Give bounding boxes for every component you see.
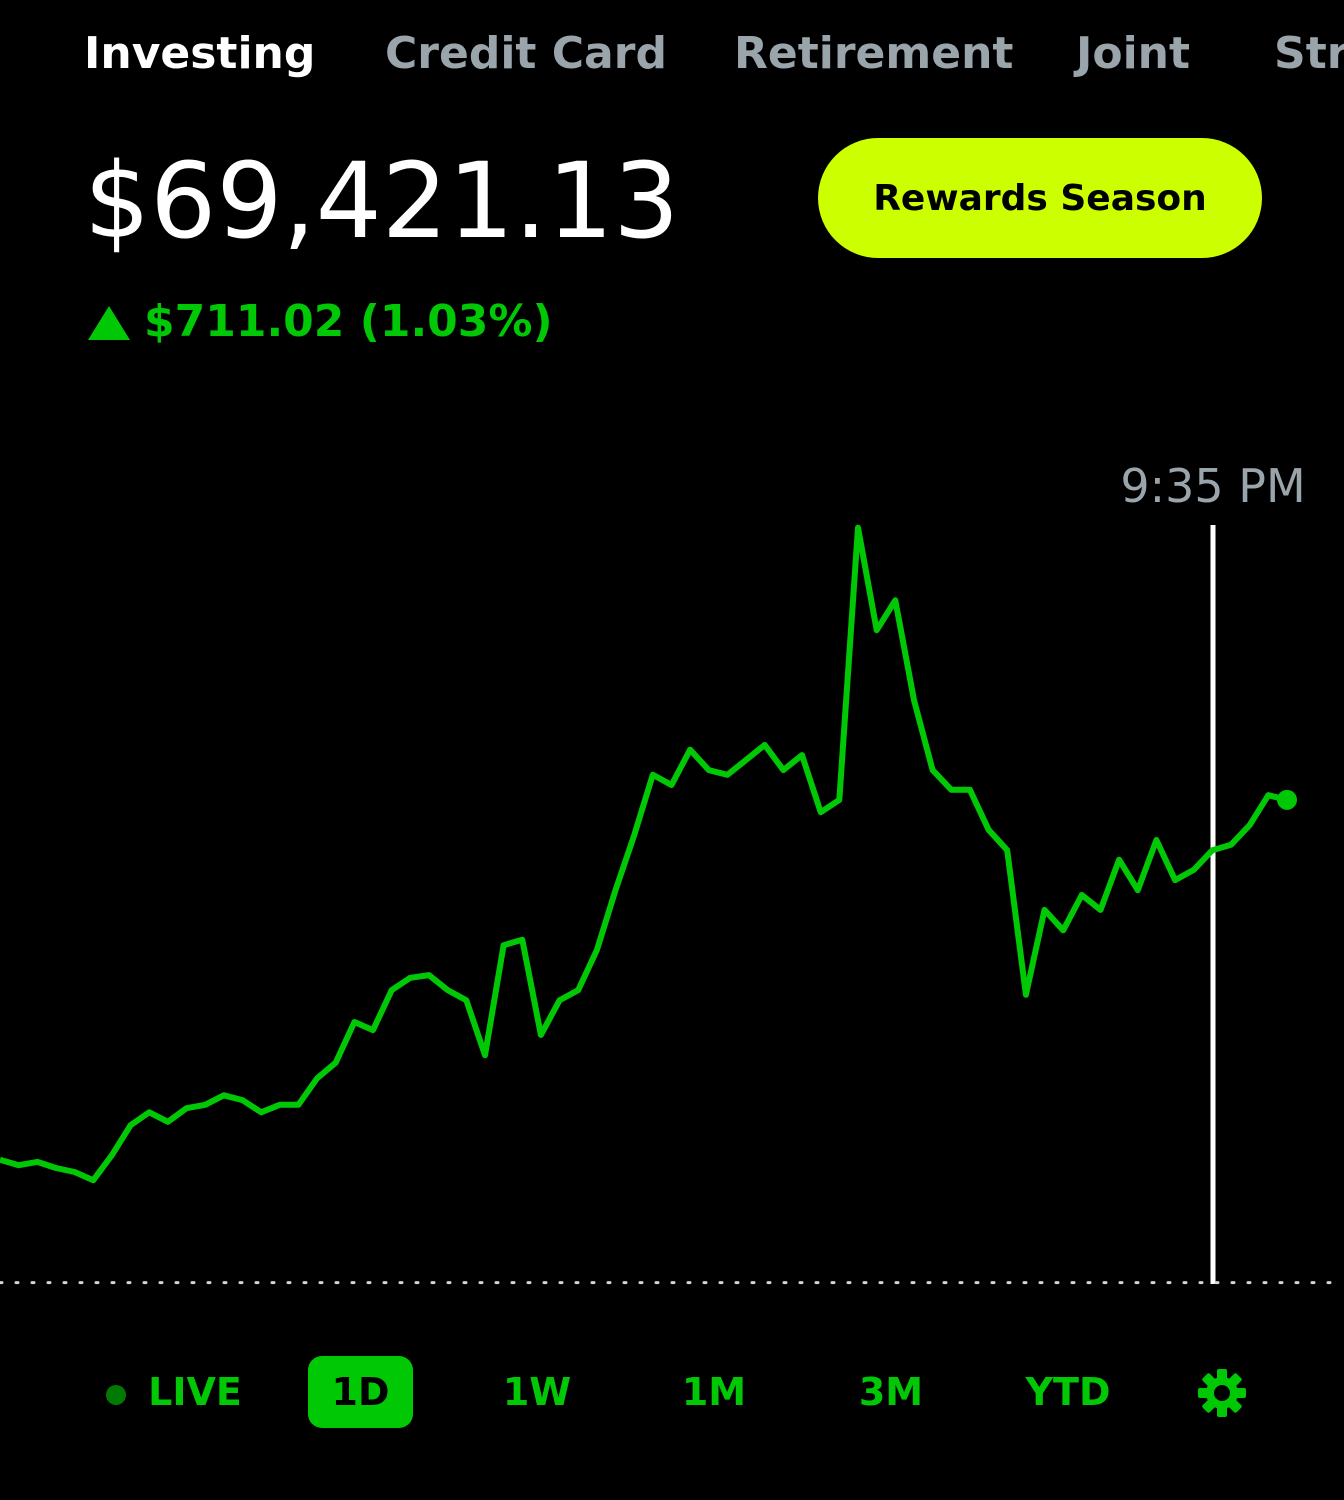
range-button[interactable]: 1M: [681, 1370, 747, 1414]
tab[interactable]: Credit Card: [385, 28, 667, 79]
tab[interactable]: Investing: [84, 28, 316, 79]
end-dot: [1277, 789, 1297, 810]
range-button[interactable]: LIVE: [104, 1356, 244, 1428]
price-line: [0, 524, 1288, 1184]
up-arrow: [88, 306, 130, 340]
range-button[interactable]: 1D: [308, 1356, 413, 1428]
range-button[interactable]: 3M: [858, 1370, 924, 1414]
tab[interactable]: Str: [1274, 28, 1344, 79]
range-label: LIVE: [148, 1370, 242, 1414]
range-button[interactable]: 1W: [502, 1370, 572, 1414]
balance: $69,421.13: [84, 140, 680, 262]
tab[interactable]: Retirement: [734, 28, 1014, 79]
settings-icon[interactable]: [1197, 1368, 1247, 1418]
cursor-label: 9:35 PM: [1120, 459, 1305, 513]
range-button[interactable]: YTD: [1025, 1370, 1111, 1414]
daily-change: $711.02 (1.03%): [144, 296, 553, 347]
rewards-button[interactable]: Rewards Season: [818, 138, 1262, 258]
tab[interactable]: Joint: [1076, 28, 1191, 79]
